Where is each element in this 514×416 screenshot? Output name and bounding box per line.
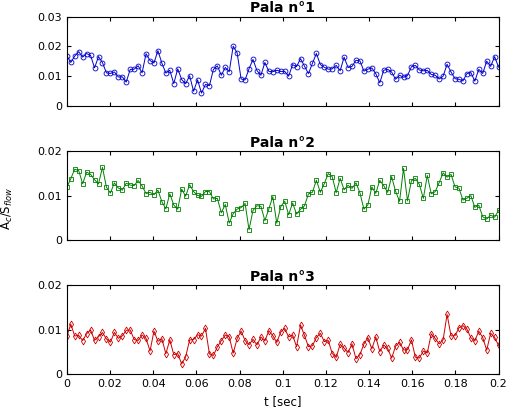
Title: Pala n°3: Pala n°3 [250, 270, 315, 284]
Title: Pala n°2: Pala n°2 [250, 136, 315, 150]
Title: Pala n°1: Pala n°1 [250, 2, 315, 15]
Text: A$_c$/S$_{flow}$: A$_c$/S$_{flow}$ [0, 186, 15, 230]
X-axis label: t [sec]: t [sec] [264, 395, 301, 408]
